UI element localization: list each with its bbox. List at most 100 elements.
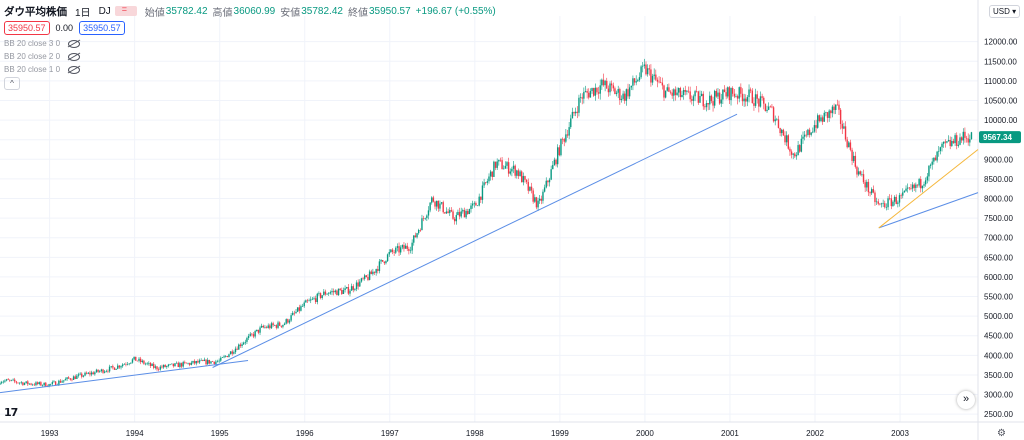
candle-body — [792, 153, 794, 155]
currency-selector[interactable]: USD ▾ — [989, 5, 1021, 18]
candle-body — [599, 85, 601, 94]
indicator-label: BB 20 close 1 0 — [4, 65, 61, 74]
candle-body — [238, 344, 240, 350]
candle-body — [97, 369, 99, 372]
y-tick-label: 7500.00 — [984, 214, 1013, 223]
candle-body — [627, 89, 629, 97]
candle-body — [506, 162, 508, 166]
candle-body — [355, 282, 358, 290]
indicator-bb-3[interactable]: BB 20 close 3 0 — [4, 39, 81, 48]
candle-body — [561, 138, 564, 140]
candle-body — [265, 327, 268, 328]
candle-body — [408, 248, 410, 251]
candle-body — [295, 311, 297, 314]
scroll-to-realtime-button[interactable]: » — [957, 391, 975, 409]
candle-body — [574, 111, 577, 114]
candle-body — [748, 89, 750, 98]
candle-body — [772, 107, 775, 122]
candle-body — [787, 135, 789, 149]
candle-body — [460, 211, 462, 217]
candle-body — [699, 96, 701, 103]
candle-body — [251, 333, 253, 335]
candle-body — [942, 141, 945, 144]
candle-body — [560, 138, 562, 156]
candle-body — [292, 312, 294, 316]
candle-body — [203, 359, 206, 361]
candle-body — [676, 92, 678, 96]
candle-body — [125, 364, 127, 365]
y-tick-label: 5000.00 — [984, 312, 1013, 321]
candle-body — [730, 88, 732, 101]
candle-body — [280, 325, 282, 327]
candle-body — [171, 363, 173, 365]
candle-body — [681, 94, 683, 97]
trendline — [0, 359, 249, 394]
candle-body — [195, 361, 197, 364]
candle-body — [332, 291, 335, 293]
candle-body — [429, 202, 431, 211]
candle-body — [328, 293, 330, 294]
candle-body — [897, 202, 899, 204]
candle-body — [813, 125, 816, 132]
candle-body — [2, 381, 4, 383]
candle-body — [478, 196, 480, 206]
candle-body — [893, 196, 896, 202]
candle-body — [637, 80, 639, 82]
candle-body — [913, 184, 915, 188]
candle-body — [576, 111, 579, 113]
candle-body — [444, 212, 446, 214]
indicator-bb-2[interactable]: BB 20 close 2 0 — [4, 52, 81, 61]
candle-body — [920, 179, 922, 189]
x-tick-label: 2000 — [636, 429, 654, 438]
candle-body — [640, 66, 642, 78]
candle-body — [269, 325, 271, 329]
candle-body — [583, 91, 585, 99]
candle-body — [241, 344, 243, 347]
candle-body — [812, 131, 814, 133]
candle-body — [874, 192, 876, 203]
y-tick-label: 4000.00 — [984, 351, 1013, 360]
candle-body — [833, 106, 835, 110]
candle-body — [782, 129, 785, 136]
eye-hidden-icon[interactable] — [68, 39, 81, 48]
candle-body — [272, 323, 274, 326]
symbol-name[interactable]: ダウ平均株価 — [4, 5, 67, 18]
candle-body — [385, 261, 387, 264]
candle-body — [51, 382, 54, 384]
candle-body — [275, 325, 278, 328]
candle-body — [128, 363, 130, 365]
candle-body — [785, 135, 788, 143]
candle-body — [296, 307, 299, 312]
tradingview-logo-icon[interactable]: 17 — [4, 406, 18, 419]
indicator-bb-1[interactable]: BB 20 close 1 0 — [4, 65, 81, 74]
candle-body — [745, 98, 747, 102]
candle-body — [208, 359, 211, 364]
candle-body — [658, 81, 660, 83]
eye-hidden-icon[interactable] — [68, 52, 81, 61]
candle-body — [329, 292, 332, 294]
last-price-tag — [979, 131, 1021, 144]
candle-body — [592, 88, 595, 96]
candle-body — [548, 179, 551, 183]
collapse-legend-button[interactable]: ^ — [4, 77, 20, 90]
buy-button[interactable]: 35950.57 — [79, 21, 125, 35]
candle-body — [462, 210, 464, 212]
candle-body — [501, 160, 503, 170]
gear-icon[interactable]: ⚙ — [997, 428, 1006, 439]
candle-body — [334, 290, 336, 293]
eye-hidden-icon[interactable] — [68, 65, 81, 74]
candle-body — [869, 192, 871, 194]
candle-body — [630, 85, 632, 88]
candle-body — [89, 372, 91, 375]
candle-body — [144, 363, 147, 365]
candle-body — [615, 92, 618, 95]
candle-body — [524, 176, 526, 180]
candle-body — [669, 91, 672, 93]
candle-body — [61, 381, 63, 383]
candle-body — [476, 205, 479, 207]
sell-button[interactable]: 35950.57 — [4, 21, 50, 35]
candle-body — [731, 88, 734, 94]
interval-label[interactable]: 1日 — [75, 7, 91, 19]
candle-body — [867, 181, 870, 193]
